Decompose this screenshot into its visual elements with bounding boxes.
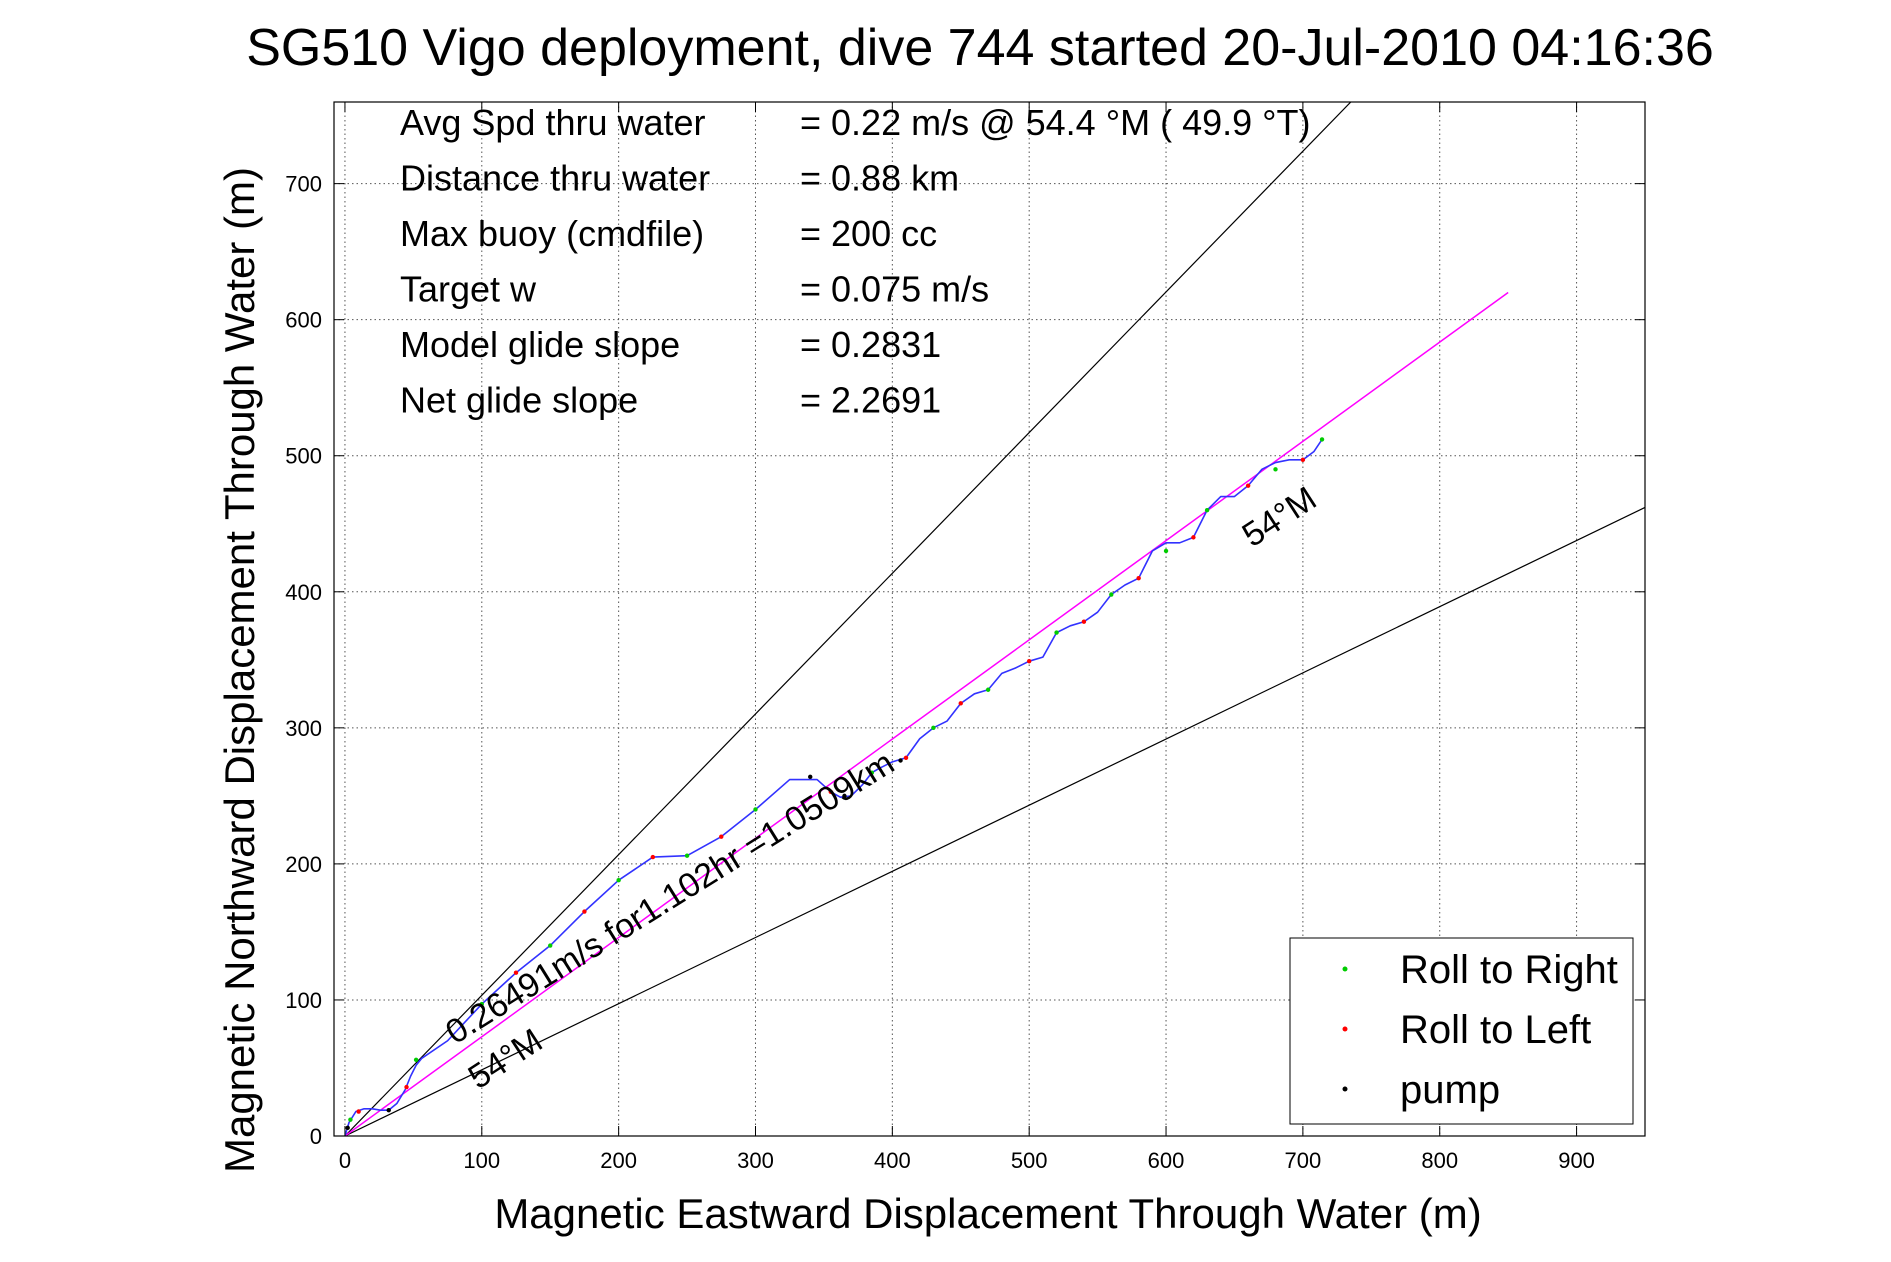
y-tick-label: 100 <box>285 988 322 1013</box>
x-tick-label: 200 <box>600 1148 637 1173</box>
marker-point <box>719 834 724 839</box>
info-value: = 200 cc <box>800 213 937 254</box>
marker-point <box>1273 467 1278 472</box>
x-tick-label: 300 <box>737 1148 774 1173</box>
y-tick-label: 0 <box>310 1124 322 1149</box>
chart-title: SG510 Vigo deployment, dive 744 started … <box>246 19 1714 77</box>
x-axis-label: Magnetic Eastward Displacement Through W… <box>494 1190 1481 1237</box>
marker-point <box>1191 535 1196 540</box>
marker-point <box>1163 548 1169 554</box>
info-value: = 0.2831 <box>800 324 941 365</box>
x-tick-label: 600 <box>1148 1148 1185 1173</box>
info-value: = 0.075 m/s <box>800 269 989 310</box>
info-block: Avg Spd thru water = 0.22 m/s @ 54.4 °M (… <box>400 102 1311 421</box>
x-tick-label: 400 <box>874 1148 911 1173</box>
marker-point <box>898 758 903 763</box>
legend: Roll to Right Roll to Left pump <box>1289 937 1634 1125</box>
marker-point <box>348 1117 353 1122</box>
marker-point <box>842 793 847 799</box>
y-tick-label: 600 <box>285 308 322 333</box>
grid <box>334 102 1645 1137</box>
x-tick-label: 500 <box>1011 1148 1048 1173</box>
y-tick-label: 700 <box>285 172 322 197</box>
marker-point <box>1081 619 1087 624</box>
marker-point <box>1054 630 1059 635</box>
marker-point <box>356 1109 361 1114</box>
legend-entry: Roll to Left <box>1400 1008 1591 1052</box>
x-tick-label: 0 <box>339 1148 351 1173</box>
marker-point <box>808 774 813 780</box>
marker-point <box>404 1084 409 1090</box>
marker-point <box>684 853 690 858</box>
y-tick-label: 400 <box>285 580 322 605</box>
legend-marker <box>1342 1086 1348 1092</box>
info-label: Max buoy (cmdfile) <box>400 213 704 254</box>
marker-point <box>479 1001 484 1007</box>
y-tick-label: 500 <box>285 444 322 469</box>
info-label: Net glide slope <box>400 380 638 421</box>
annotation-model-line: 0.26491m/s for1.102hr =1.0509km <box>439 744 901 1052</box>
heading-guide-line <box>344 102 1352 1136</box>
annotation-heading-upper: 54°M <box>1236 479 1324 554</box>
markers <box>345 437 1325 1131</box>
info-label: Target w <box>400 269 537 310</box>
marker-point <box>582 909 587 914</box>
y-tick-label: 200 <box>285 852 322 877</box>
y-ticks: 0 100 200 300 400 500 600 700 <box>285 172 1645 1149</box>
guide-lines <box>344 102 1645 1136</box>
marker-point <box>386 1107 391 1113</box>
legend-entry: Roll to Right <box>1400 948 1618 992</box>
model-line <box>344 291 1509 1137</box>
marker-point <box>1136 575 1141 581</box>
model-glide-line <box>344 291 1509 1137</box>
marker-point <box>828 789 833 794</box>
x-tick-label: 800 <box>1421 1148 1458 1173</box>
marker-point <box>513 970 519 975</box>
marker-point <box>931 725 936 731</box>
marker-point <box>753 807 758 812</box>
marker-point <box>616 878 621 883</box>
legend-marker <box>1342 966 1348 972</box>
marker-point <box>1109 592 1114 597</box>
legend-marker <box>1342 1026 1348 1032</box>
info-label: Model glide slope <box>400 324 680 365</box>
x-ticks: 0 100 200 300 400 500 600 700 800 900 <box>339 102 1595 1173</box>
marker-point <box>1026 658 1032 664</box>
marker-point <box>958 701 963 706</box>
y-tick-label: 300 <box>285 716 322 741</box>
marker-point <box>548 943 553 948</box>
marker-point <box>903 755 909 760</box>
info-value: = 0.88 km <box>800 158 959 199</box>
marker-point <box>345 1125 350 1131</box>
marker-point <box>985 687 991 692</box>
info-label: Avg Spd thru water <box>400 102 706 143</box>
marker-point <box>1204 507 1210 513</box>
x-tick-label: 700 <box>1285 1148 1322 1173</box>
info-value: = 0.22 m/s @ 54.4 °M ( 49.9 °T) <box>800 102 1311 143</box>
legend-entry: pump <box>1400 1068 1500 1112</box>
marker-point <box>650 854 656 860</box>
plot-frame <box>333 101 1646 1137</box>
marker-point <box>1300 457 1306 463</box>
info-value: = 2.2691 <box>800 380 941 421</box>
x-tick-label: 100 <box>463 1148 500 1173</box>
marker-point <box>869 770 875 775</box>
marker-point <box>1245 483 1251 488</box>
y-axis-label: Magnetic Northward Displacement Through … <box>216 167 263 1173</box>
heading-guide-line <box>344 506 1645 1136</box>
marker-point <box>1319 437 1325 442</box>
marker-point <box>413 1057 419 1063</box>
info-label: Distance thru water <box>400 158 710 199</box>
x-tick-label: 900 <box>1558 1148 1595 1173</box>
